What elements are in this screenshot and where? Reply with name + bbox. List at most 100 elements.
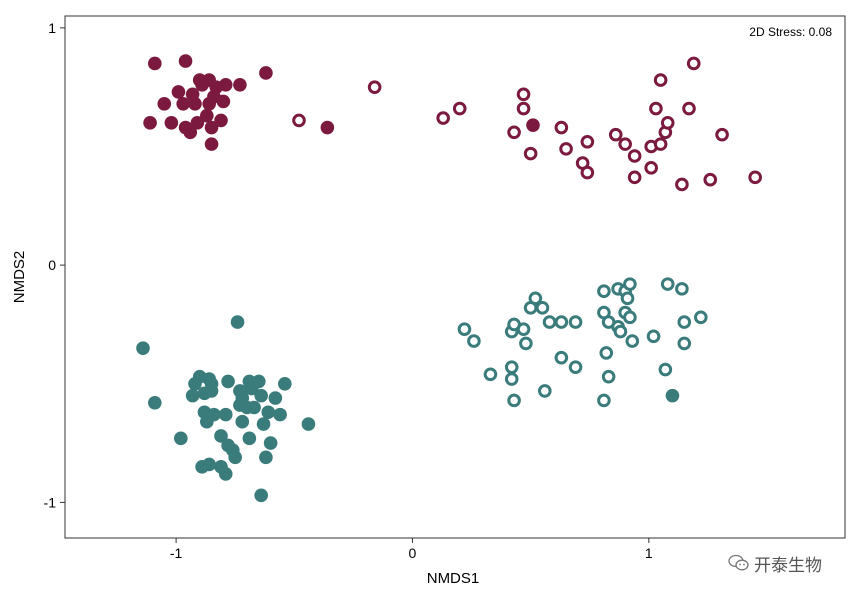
filled-point bbox=[190, 115, 205, 130]
filled-point bbox=[244, 381, 259, 396]
open-point bbox=[625, 334, 640, 348]
watermark-text: 开泰生物 bbox=[754, 556, 822, 576]
open-point bbox=[653, 137, 668, 151]
y-axis-title: NMDS2 bbox=[11, 251, 28, 304]
open-point bbox=[516, 87, 531, 102]
open-point bbox=[618, 137, 632, 151]
open-point bbox=[608, 127, 623, 142]
open-point bbox=[613, 324, 628, 339]
open-point bbox=[523, 146, 538, 161]
open-point bbox=[367, 80, 382, 94]
x-axis-title: NMDS1 bbox=[427, 570, 480, 587]
x-tick-label: -1 bbox=[170, 545, 183, 561]
open-point bbox=[580, 134, 595, 149]
filled-point bbox=[259, 66, 273, 80]
y-tick-label: 0 bbox=[48, 257, 56, 273]
filled-point bbox=[136, 341, 150, 355]
open-point bbox=[646, 329, 661, 344]
filled-point bbox=[301, 417, 316, 431]
filled-point bbox=[259, 450, 273, 465]
filled-point bbox=[216, 94, 231, 109]
filled-point bbox=[218, 467, 233, 481]
filled-point bbox=[526, 118, 540, 132]
open-point bbox=[627, 149, 642, 163]
open-point bbox=[675, 177, 689, 192]
filled-point bbox=[242, 431, 257, 446]
filled-point bbox=[148, 395, 162, 410]
open-point bbox=[623, 277, 637, 291]
filled-point bbox=[174, 431, 188, 446]
filled-point bbox=[178, 54, 193, 68]
open-point bbox=[504, 360, 519, 374]
open-point bbox=[504, 372, 519, 386]
open-point bbox=[568, 315, 583, 329]
open-point bbox=[516, 101, 531, 116]
open-point bbox=[436, 111, 450, 125]
open-point bbox=[686, 56, 701, 71]
open-point bbox=[660, 277, 675, 291]
filled-point bbox=[228, 450, 242, 465]
filled-point bbox=[204, 120, 219, 135]
open-point bbox=[507, 125, 521, 140]
open-point bbox=[644, 161, 658, 175]
open-point bbox=[483, 367, 498, 382]
open-point bbox=[554, 315, 569, 329]
filled-point bbox=[204, 384, 219, 398]
filled-point bbox=[273, 407, 287, 422]
open-point bbox=[507, 393, 521, 408]
open-point bbox=[519, 336, 533, 351]
filled-point bbox=[235, 414, 250, 429]
filled-point bbox=[218, 407, 233, 422]
filled-point bbox=[254, 488, 268, 503]
x-axis-ticks: -1 0 1 bbox=[170, 538, 653, 561]
open-point bbox=[623, 310, 637, 325]
open-point bbox=[568, 360, 583, 374]
filled-point bbox=[320, 120, 335, 135]
filled-point bbox=[256, 417, 271, 431]
filled-point bbox=[268, 391, 283, 405]
y-tick-label: -1 bbox=[44, 494, 57, 510]
open-point bbox=[677, 315, 692, 329]
open-point bbox=[467, 334, 481, 348]
open-point bbox=[660, 115, 675, 130]
open-point bbox=[538, 384, 552, 398]
stress-annotation: 2D Stress: 0.08 bbox=[749, 25, 832, 39]
filled-point bbox=[665, 388, 680, 403]
open-point bbox=[677, 336, 692, 351]
open-point bbox=[748, 170, 762, 185]
open-point bbox=[559, 142, 573, 156]
open-point bbox=[599, 346, 614, 360]
open-point bbox=[653, 73, 668, 87]
filled-point bbox=[204, 137, 219, 151]
open-point bbox=[292, 113, 306, 128]
filled-point bbox=[171, 85, 186, 99]
x-tick-label: 1 bbox=[645, 545, 653, 561]
open-point bbox=[554, 350, 569, 365]
wechat-icon bbox=[728, 554, 749, 571]
y-tick-label: 1 bbox=[48, 20, 56, 36]
filled-point bbox=[188, 96, 202, 111]
open-point bbox=[658, 362, 673, 377]
open-point bbox=[457, 322, 472, 337]
filled-point bbox=[195, 460, 209, 474]
filled-point bbox=[214, 113, 228, 128]
open-point bbox=[703, 172, 718, 187]
filled-point bbox=[261, 405, 276, 420]
filled-point bbox=[143, 115, 157, 130]
filled-point bbox=[233, 78, 247, 92]
x-tick-label: 0 bbox=[409, 545, 417, 561]
open-point bbox=[554, 120, 569, 135]
data-points bbox=[136, 54, 762, 503]
filled-point bbox=[263, 436, 278, 450]
filled-point bbox=[247, 400, 261, 415]
open-point bbox=[694, 310, 708, 325]
y-axis-ticks: -1 0 1 bbox=[44, 20, 65, 510]
filled-point bbox=[200, 108, 214, 123]
open-point bbox=[627, 170, 642, 185]
filled-point bbox=[278, 376, 292, 391]
filled-point bbox=[221, 374, 235, 389]
open-point bbox=[649, 101, 663, 116]
filled-point bbox=[230, 315, 245, 329]
open-point bbox=[601, 369, 616, 384]
